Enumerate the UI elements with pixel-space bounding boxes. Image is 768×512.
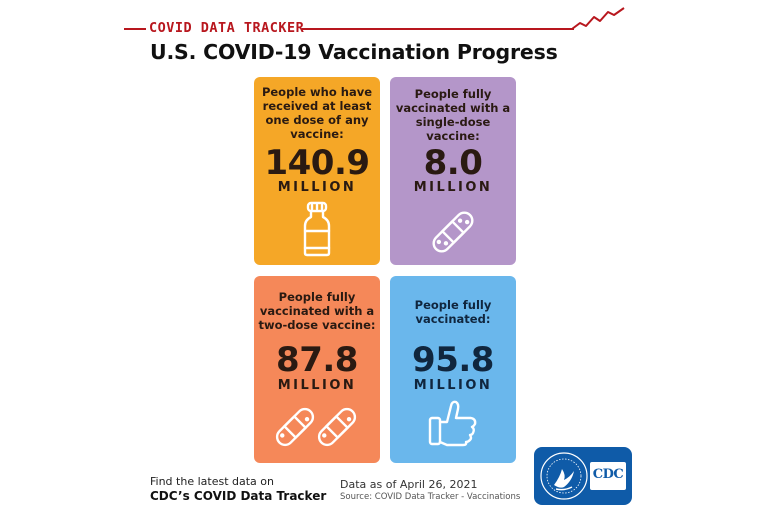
card-value: 140.9	[264, 143, 370, 183]
bandage-icon	[390, 205, 516, 259]
card-two-dose: People fully vaccinated with a two-dose …	[254, 276, 380, 463]
card-label: People fully vaccinated with a single-do…	[395, 87, 511, 143]
header-rule-left	[124, 28, 146, 30]
card-value: 87.8	[276, 340, 358, 380]
card-label: People who have received at least one do…	[261, 85, 373, 141]
card-at-least-one-dose: People who have received at least one do…	[254, 77, 380, 265]
card-fully-vaccinated: People fully vaccinated: 95.8 MILLION	[390, 276, 516, 463]
card-unit: MILLION	[413, 180, 493, 195]
card-value: 8.0	[423, 143, 483, 183]
footer-find-text: Find the latest data on	[150, 475, 274, 488]
thumbs-up-icon	[390, 398, 516, 448]
card-unit: MILLION	[413, 378, 493, 393]
cdc-hhs-logo: CDC	[534, 447, 632, 505]
vaccine-vial-icon	[254, 201, 380, 257]
header-rule-right	[302, 28, 574, 30]
data-source: Source: COVID Data Tracker - Vaccination…	[340, 492, 521, 502]
card-unit: MILLION	[277, 180, 357, 195]
tracker-link[interactable]: CDC’s COVID Data Tracker	[150, 489, 327, 503]
page-title: U.S. COVID-19 Vaccination Progress	[150, 40, 558, 64]
cdc-logo-text: CDC	[592, 467, 624, 482]
card-label: People fully vaccinated with a two-dose …	[258, 290, 376, 332]
card-value: 95.8	[412, 340, 494, 380]
trend-line-icon	[572, 7, 625, 30]
card-label: People fully vaccinated:	[414, 298, 492, 326]
header-label: COVID DATA TRACKER	[149, 20, 305, 36]
data-date: Data as of April 26, 2021	[340, 478, 478, 491]
card-unit: MILLION	[277, 378, 357, 393]
two-bandages-icon	[254, 400, 380, 454]
card-single-dose: People fully vaccinated with a single-do…	[390, 77, 516, 265]
